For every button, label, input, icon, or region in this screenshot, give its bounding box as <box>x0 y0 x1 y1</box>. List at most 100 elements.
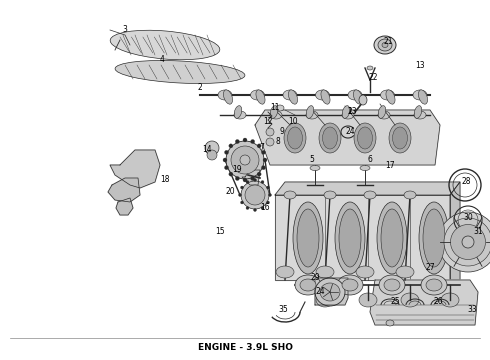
Ellipse shape <box>339 209 361 267</box>
Ellipse shape <box>266 138 274 146</box>
Text: 10: 10 <box>288 117 298 126</box>
Polygon shape <box>255 110 440 165</box>
Text: 25: 25 <box>390 297 400 306</box>
Ellipse shape <box>364 191 376 199</box>
Ellipse shape <box>218 90 232 100</box>
Ellipse shape <box>342 279 358 291</box>
Ellipse shape <box>462 236 474 248</box>
Ellipse shape <box>324 191 336 199</box>
Ellipse shape <box>223 158 227 162</box>
Ellipse shape <box>444 218 490 266</box>
Ellipse shape <box>386 320 394 326</box>
Ellipse shape <box>348 90 362 100</box>
Text: 29: 29 <box>310 274 320 283</box>
Ellipse shape <box>276 105 284 111</box>
Text: 24: 24 <box>345 127 355 136</box>
Ellipse shape <box>234 105 242 118</box>
Ellipse shape <box>377 202 407 274</box>
Ellipse shape <box>392 127 408 149</box>
Ellipse shape <box>241 181 269 209</box>
Ellipse shape <box>414 111 426 119</box>
Polygon shape <box>275 195 450 280</box>
Ellipse shape <box>316 90 329 100</box>
Ellipse shape <box>295 275 321 295</box>
Ellipse shape <box>257 144 261 148</box>
Ellipse shape <box>396 266 414 278</box>
Ellipse shape <box>243 138 247 142</box>
Ellipse shape <box>315 278 345 306</box>
Ellipse shape <box>283 90 297 100</box>
Ellipse shape <box>353 90 363 104</box>
Ellipse shape <box>251 140 255 144</box>
Ellipse shape <box>207 150 217 160</box>
Ellipse shape <box>246 180 249 184</box>
Text: 3: 3 <box>122 26 127 35</box>
Ellipse shape <box>319 123 341 153</box>
Ellipse shape <box>381 209 403 267</box>
Ellipse shape <box>284 191 296 199</box>
Text: 30: 30 <box>463 213 473 222</box>
Ellipse shape <box>276 266 294 278</box>
Text: 11: 11 <box>270 104 280 112</box>
Text: 20: 20 <box>225 188 235 197</box>
Text: 18: 18 <box>160 175 170 184</box>
Ellipse shape <box>289 90 297 104</box>
Ellipse shape <box>266 128 274 136</box>
Ellipse shape <box>320 283 340 301</box>
Ellipse shape <box>239 194 242 197</box>
Ellipse shape <box>367 66 373 70</box>
Text: 6: 6 <box>368 156 372 165</box>
Ellipse shape <box>223 90 233 104</box>
Ellipse shape <box>418 90 428 104</box>
Text: 7: 7 <box>260 144 265 153</box>
Ellipse shape <box>205 141 219 155</box>
Ellipse shape <box>288 127 302 149</box>
Ellipse shape <box>224 150 228 154</box>
Ellipse shape <box>378 39 392 51</box>
Ellipse shape <box>267 201 270 204</box>
Ellipse shape <box>251 176 255 180</box>
Text: 22: 22 <box>368 73 378 82</box>
Ellipse shape <box>293 202 323 274</box>
Text: 13: 13 <box>415 60 425 69</box>
Ellipse shape <box>441 293 459 307</box>
Text: 24: 24 <box>315 288 325 297</box>
Ellipse shape <box>270 105 278 118</box>
Text: 5: 5 <box>310 156 315 165</box>
Ellipse shape <box>284 123 306 153</box>
Ellipse shape <box>245 185 265 205</box>
Text: 17: 17 <box>385 161 395 170</box>
Text: 23: 23 <box>347 108 357 117</box>
Text: 8: 8 <box>275 138 280 147</box>
Ellipse shape <box>342 105 350 118</box>
Ellipse shape <box>413 90 427 100</box>
Ellipse shape <box>438 212 490 272</box>
Polygon shape <box>108 178 140 202</box>
Ellipse shape <box>110 30 220 60</box>
Polygon shape <box>110 150 160 188</box>
Ellipse shape <box>250 90 265 100</box>
Ellipse shape <box>379 275 405 295</box>
Ellipse shape <box>419 202 449 274</box>
Ellipse shape <box>267 186 270 189</box>
Polygon shape <box>315 278 348 305</box>
Ellipse shape <box>256 90 265 104</box>
Ellipse shape <box>359 293 377 307</box>
Ellipse shape <box>235 140 239 144</box>
Ellipse shape <box>384 279 400 291</box>
Text: 33: 33 <box>467 306 477 315</box>
Ellipse shape <box>306 111 318 119</box>
Ellipse shape <box>241 186 244 189</box>
Ellipse shape <box>240 155 250 165</box>
Text: 14: 14 <box>202 145 212 154</box>
Ellipse shape <box>389 123 411 153</box>
Ellipse shape <box>335 202 365 274</box>
Text: 21: 21 <box>383 37 393 46</box>
Text: 26: 26 <box>433 297 443 306</box>
Ellipse shape <box>378 105 386 118</box>
Ellipse shape <box>263 158 267 162</box>
Ellipse shape <box>401 293 419 307</box>
Ellipse shape <box>404 191 416 199</box>
Text: 28: 28 <box>461 177 471 186</box>
Ellipse shape <box>226 141 264 179</box>
